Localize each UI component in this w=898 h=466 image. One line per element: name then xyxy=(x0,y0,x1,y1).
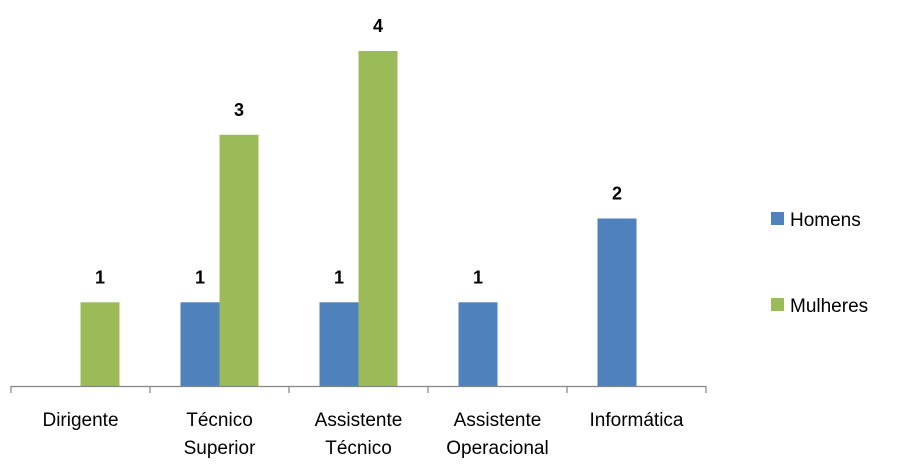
data-label-homens-4: 2 xyxy=(612,184,622,204)
bar-mulheres-0 xyxy=(80,302,120,387)
legend-swatch-mulheres xyxy=(771,298,784,311)
category-label-1-line-1: Superior xyxy=(184,438,256,459)
bar-homens-2 xyxy=(319,302,359,387)
category-label-3-line-0: Assistente xyxy=(454,410,542,431)
legend-label-mulheres: Mulheres xyxy=(790,296,868,317)
category-label-2-line-1: Técnico xyxy=(325,438,392,459)
category-labels: Dirigente Técnico Superior Assistente Técnic… xyxy=(42,410,683,459)
bar-mulheres-1 xyxy=(219,134,259,387)
bar-homens-3 xyxy=(458,302,498,387)
bar-homens-4 xyxy=(597,218,637,386)
category-label-3-line-1: Operacional xyxy=(446,438,548,459)
category-label-0: Dirigente xyxy=(42,410,118,431)
data-label-mulheres-0: 1 xyxy=(95,267,105,287)
legend-swatch-homens xyxy=(771,212,784,225)
data-label-mulheres-2: 4 xyxy=(373,16,383,36)
data-labels: 1 1 1 2 1 3 4 xyxy=(95,16,622,287)
category-label-1-line-0: Técnico xyxy=(186,410,253,431)
bar-homens-1 xyxy=(180,302,220,387)
category-label-4: Informática xyxy=(590,410,684,431)
category-label-2-line-0: Assistente xyxy=(315,410,403,431)
bar-mulheres-2 xyxy=(358,51,398,386)
x-axis xyxy=(10,385,707,393)
data-label-homens-1: 1 xyxy=(195,267,205,287)
data-label-mulheres-1: 3 xyxy=(234,100,244,120)
data-label-homens-2: 1 xyxy=(334,267,344,287)
data-label-homens-3: 1 xyxy=(473,267,483,287)
bars-layer xyxy=(80,51,637,387)
legend: Homens Mulheres xyxy=(771,210,868,317)
legend-label-homens: Homens xyxy=(790,210,861,231)
